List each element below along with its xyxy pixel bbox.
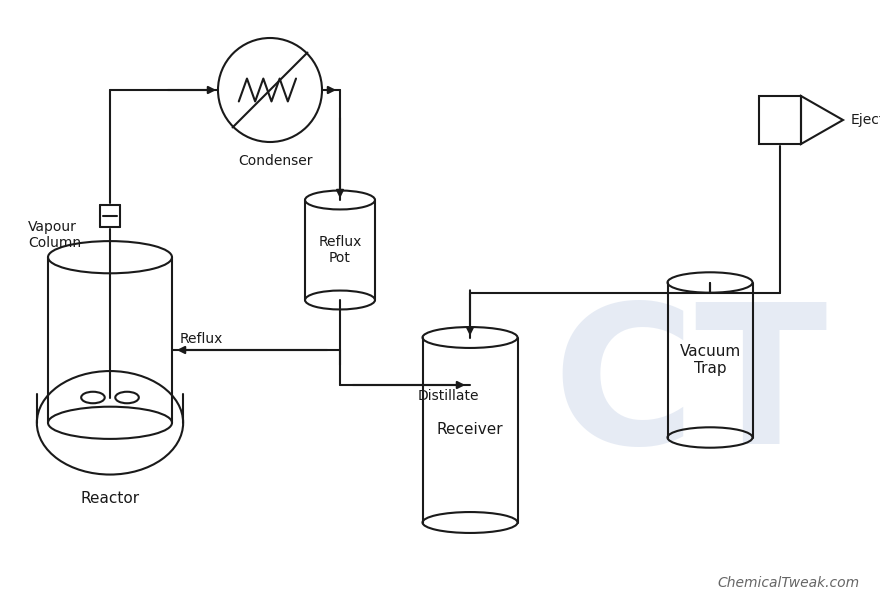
Text: Condenser: Condenser xyxy=(238,154,312,168)
Text: Vapour
Column: Vapour Column xyxy=(28,220,81,250)
Text: Reactor: Reactor xyxy=(80,490,140,506)
Text: Receiver: Receiver xyxy=(436,422,503,438)
Text: ChemicalTweak.com: ChemicalTweak.com xyxy=(718,576,860,590)
Text: Vacuum
Trap: Vacuum Trap xyxy=(679,344,741,376)
Text: Distillate: Distillate xyxy=(417,389,479,403)
Text: CT: CT xyxy=(553,296,828,484)
Text: Reflux: Reflux xyxy=(180,332,224,346)
Text: Reflux
Pot: Reflux Pot xyxy=(319,235,362,265)
Text: Ejector: Ejector xyxy=(851,113,880,127)
